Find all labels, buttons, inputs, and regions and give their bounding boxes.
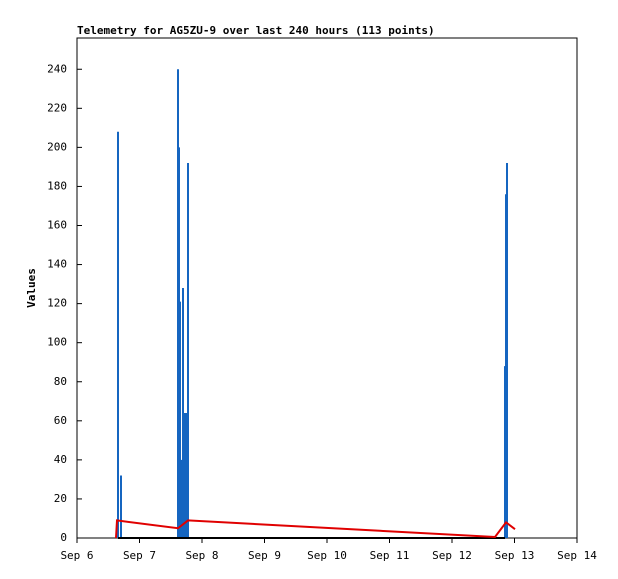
y-tick-label: 100 — [47, 336, 67, 349]
x-tick-label: Sep 12 — [432, 549, 472, 562]
y-tick-label: 60 — [54, 414, 67, 427]
x-tick-label: Sep 6 — [60, 549, 93, 562]
x-tick-label: Sep 7 — [123, 549, 156, 562]
y-tick-label: 220 — [47, 101, 67, 114]
y-tick-label: 40 — [54, 453, 67, 466]
x-tick-label: Sep 8 — [185, 549, 218, 562]
y-tick-label: 20 — [54, 492, 67, 505]
x-tick-label: Sep 10 — [307, 549, 347, 562]
y-tick-label: 200 — [47, 140, 67, 153]
y-tick-label: 120 — [47, 297, 67, 310]
x-tick-label: Sep 13 — [495, 549, 535, 562]
x-tick-label: Sep 11 — [370, 549, 410, 562]
y-tick-label: 160 — [47, 219, 67, 232]
x-tick-label: Sep 14 — [557, 549, 597, 562]
y-axis-label: Values — [25, 268, 38, 308]
series-line — [115, 519, 516, 539]
x-tick-label: Sep 9 — [248, 549, 281, 562]
y-tick-label: 80 — [54, 375, 67, 388]
y-tick-label: 240 — [47, 62, 67, 75]
y-tick-label: 140 — [47, 258, 67, 271]
y-tick-label: 0 — [60, 531, 67, 544]
chart-title: Telemetry for AG5ZU-9 over last 240 hour… — [77, 24, 435, 37]
y-tick-label: 180 — [47, 179, 67, 192]
